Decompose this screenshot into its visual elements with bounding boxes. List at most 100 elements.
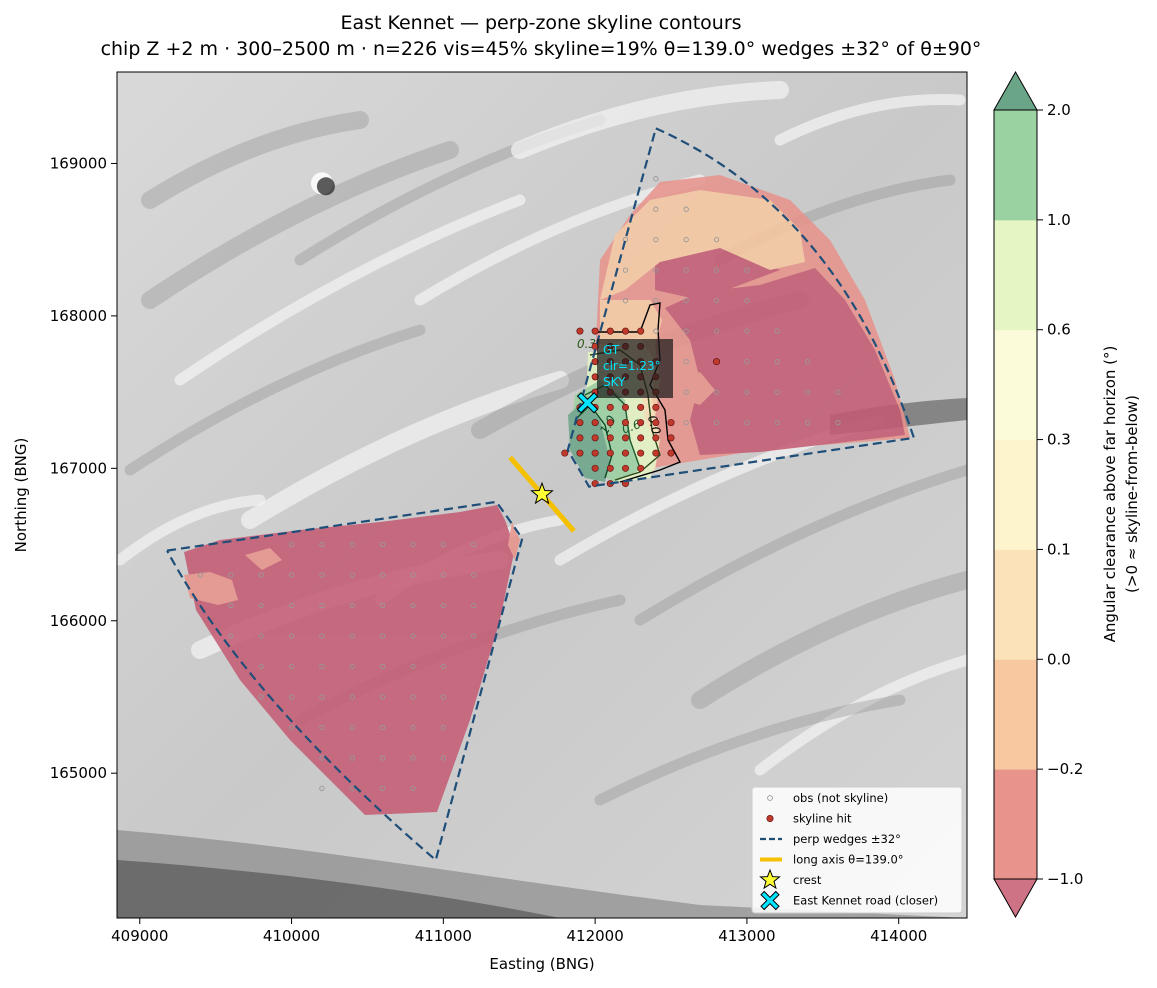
obs-marker xyxy=(653,176,659,182)
obs-marker xyxy=(258,572,264,578)
plot-frame xyxy=(116,71,968,919)
colorbar-segment xyxy=(994,769,1037,880)
hillshade-ridge xyxy=(511,81,789,159)
colorbar-segment xyxy=(994,549,1037,660)
obs-marker xyxy=(410,572,416,578)
obs-marker xyxy=(744,297,750,304)
legend-label-road: East Kennet road (closer) xyxy=(793,894,938,908)
y-axis-ticks: 165000 166000 167000 168000 169000 xyxy=(50,154,117,782)
y-tick-label: 169000 xyxy=(50,154,107,172)
legend-label-obs: obs (not skyline) xyxy=(793,791,888,805)
colorbar-segment xyxy=(994,329,1037,441)
obs-marker xyxy=(379,785,386,792)
colorbar-over-arrow xyxy=(993,70,1038,111)
skyline-hit-marker xyxy=(576,449,584,457)
obs-marker xyxy=(653,237,659,243)
colorbar-frame xyxy=(993,109,1038,880)
hillshade-ridge xyxy=(691,571,967,709)
obs-marker xyxy=(713,328,720,334)
obs-marker xyxy=(319,724,325,731)
obs-marker xyxy=(228,572,234,578)
obs-marker xyxy=(319,602,325,609)
legend-label-wedge: perp wedges ±32° xyxy=(793,832,901,846)
skyline-hit-marker xyxy=(621,419,629,427)
obs-marker xyxy=(319,633,325,639)
colorbar-tick-label: 2.0 xyxy=(1047,101,1071,119)
skyline-hit-marker xyxy=(591,327,599,335)
obs-marker xyxy=(319,694,325,700)
south-zone-fill-edge xyxy=(508,522,520,560)
obs-marker xyxy=(228,633,234,639)
obs-marker xyxy=(349,572,355,578)
obs-marker xyxy=(410,724,416,731)
obs-marker xyxy=(713,297,720,304)
chart-title: East Kennet — perp-zone skyline contours xyxy=(340,12,741,34)
legend: obs (not skyline) skyline hit perp wedges … xyxy=(751,786,963,914)
legend-key-crest xyxy=(759,868,781,890)
south-wedge-outline xyxy=(166,500,524,863)
skyline-hit-marker xyxy=(621,464,629,472)
obs-marker xyxy=(410,602,416,609)
legend-entry-wedge: perp wedges ±32° xyxy=(760,832,901,846)
obs-marker xyxy=(349,541,355,548)
hillshade-ridge xyxy=(241,371,569,529)
skyline-hit-marker xyxy=(591,464,599,472)
obs-marker xyxy=(683,358,689,365)
legend-label-crest: crest xyxy=(793,873,822,887)
skyline-hit-marker xyxy=(591,449,599,457)
skyline-hit-marker xyxy=(637,327,645,335)
obs-marker xyxy=(288,541,295,548)
colorbar-tick-label: 1.0 xyxy=(1047,211,1071,229)
skyline-hit-marker xyxy=(621,434,629,442)
colorbar-label-line-2: (>0 ≈ skyline-from-below) xyxy=(1123,395,1141,593)
obs-marker xyxy=(653,328,659,334)
colorbar-under-arrow xyxy=(993,878,1038,919)
hillshade-ridge xyxy=(141,111,369,209)
legend-label-axis: long axis θ=139.0° xyxy=(793,853,904,867)
annotation-line-3: SKY xyxy=(603,375,626,389)
skyline-hit-marker xyxy=(576,327,584,335)
skyline-hit-marker xyxy=(621,403,629,411)
obs-marker xyxy=(683,237,689,243)
legend-entry-axis: long axis θ=139.0° xyxy=(760,853,904,867)
skyline-hit-marker xyxy=(667,434,675,442)
legend-entry-crest: crest xyxy=(759,868,822,890)
chart-subtitle: chip Z +2 m · 300–2500 m · n=226 vis=45%… xyxy=(101,38,982,60)
obs-marker xyxy=(410,633,416,639)
obs-marker xyxy=(410,755,416,761)
obs-marker xyxy=(744,389,750,395)
hillshade-ridge xyxy=(634,464,967,626)
skyline-hit-marker xyxy=(637,419,645,427)
obs-marker xyxy=(774,389,780,395)
obs-marker xyxy=(288,572,295,578)
obs-marker xyxy=(744,358,750,365)
obs-marker xyxy=(683,297,689,304)
contour-label-0.3: 0.3 xyxy=(577,337,596,351)
obs-marker xyxy=(440,663,446,670)
obs-marker xyxy=(683,419,689,426)
obs-marker xyxy=(349,663,355,670)
obs-marker xyxy=(683,267,689,273)
obs-marker xyxy=(288,694,295,700)
skyline-hit-marker xyxy=(652,419,660,427)
hillshade-ridge xyxy=(141,141,459,309)
x-tick-label: 414000 xyxy=(870,927,927,945)
obs-marker xyxy=(379,663,386,670)
crest-star-icon xyxy=(530,481,554,505)
south-zone-fill-low xyxy=(184,572,238,605)
obs-marker xyxy=(288,633,295,639)
annotation-box xyxy=(597,339,673,398)
obs-marker xyxy=(440,633,446,639)
legend-entry-hit: skyline hit xyxy=(766,812,852,826)
skyline-hit-marker xyxy=(606,434,614,442)
skyline-hit-marker xyxy=(606,403,614,411)
obs-marker xyxy=(258,694,264,700)
legend-key-obs xyxy=(767,795,773,801)
hillshade-ridge xyxy=(774,94,966,146)
obs-marker xyxy=(440,724,446,731)
x-tick-label: 411000 xyxy=(415,927,472,945)
obs-marker xyxy=(471,602,477,609)
skyline-hit-marker xyxy=(652,434,660,442)
obs-marker xyxy=(258,663,264,670)
skyline-hit-marker xyxy=(667,419,675,427)
